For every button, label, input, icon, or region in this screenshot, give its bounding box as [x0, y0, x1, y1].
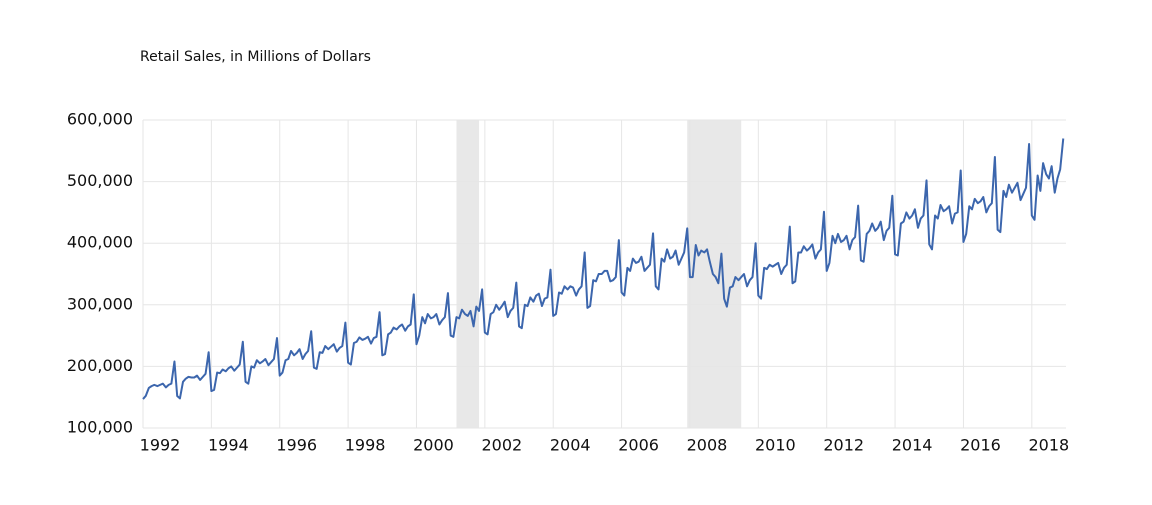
- data-line: [142, 138, 1065, 400]
- recession-band: [687, 120, 742, 428]
- x-tick-label: 2004: [550, 436, 591, 455]
- x-tick-label: 1998: [345, 436, 386, 455]
- x-tick-label: 1996: [276, 436, 317, 455]
- x-tick-label: 2006: [618, 436, 659, 455]
- y-tick-label: 100,000: [67, 418, 133, 437]
- x-tick-label: 2012: [823, 436, 864, 455]
- y-tick-label: 200,000: [67, 356, 133, 375]
- x-tick-label: 2014: [892, 436, 933, 455]
- x-tick-label: 1994: [208, 436, 249, 455]
- x-tick-label: 2000: [413, 436, 454, 455]
- x-tick-label: 2008: [687, 436, 728, 455]
- x-tick-label: 2016: [960, 436, 1001, 455]
- y-tick-label: 600,000: [67, 110, 133, 129]
- x-tick-label: 2002: [481, 436, 522, 455]
- x-tick-label: 1992: [140, 436, 181, 455]
- y-tick-label: 500,000: [67, 171, 133, 190]
- x-tick-label: 2010: [755, 436, 796, 455]
- chart-title: Retail Sales, in Millions of Dollars: [140, 49, 371, 65]
- x-tick-label: 2018: [1028, 436, 1069, 455]
- y-tick-label: 400,000: [67, 233, 133, 252]
- y-tick-label: 300,000: [67, 294, 133, 313]
- recession-band: [456, 120, 480, 428]
